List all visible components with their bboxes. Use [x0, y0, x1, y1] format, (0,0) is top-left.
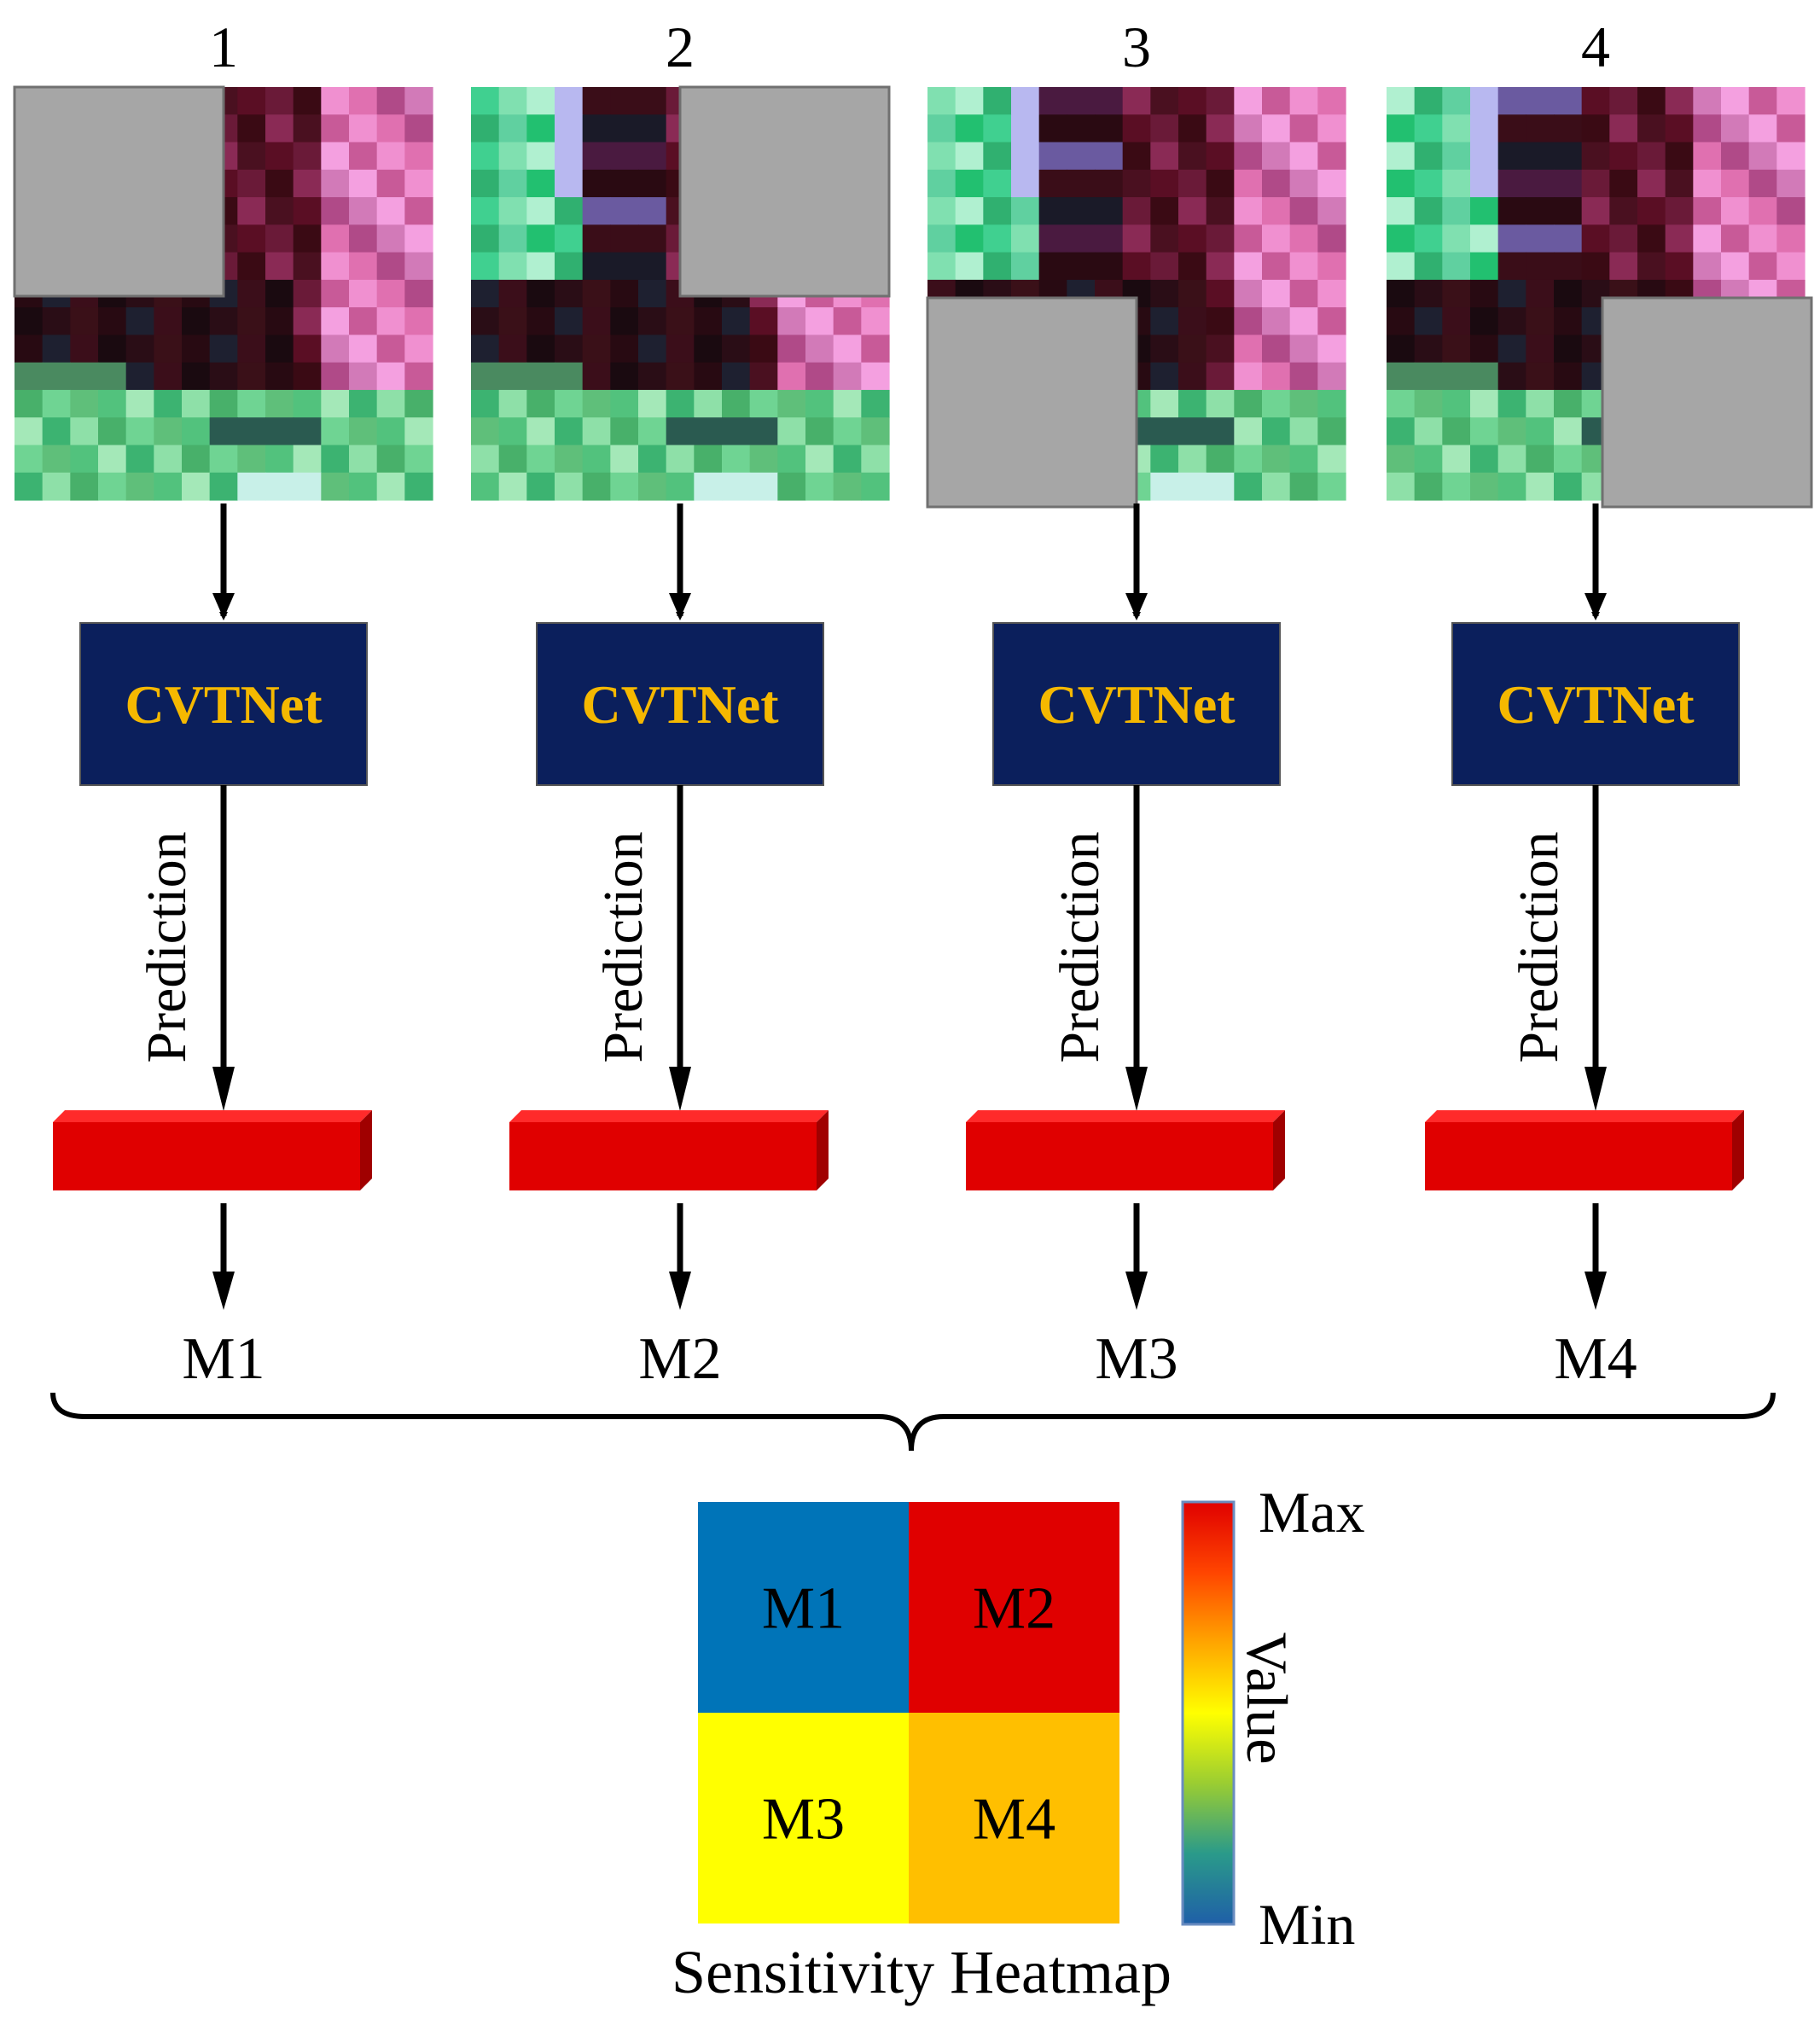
colorbar-min-label: Min	[1259, 1892, 1355, 1957]
occlusion-mask	[13, 85, 225, 298]
arrowhead-to-label	[1585, 1272, 1607, 1310]
panel-4: 4 CVTNet Prediction M4	[1387, 15, 1813, 1392]
output-bar-side	[817, 1110, 829, 1190]
output-bar	[53, 1122, 360, 1190]
colorbar: Max Min Value	[1181, 1480, 1365, 1957]
network-box	[79, 622, 368, 786]
occlusion-mask	[678, 85, 891, 298]
arrowhead-to-label	[669, 1272, 691, 1310]
prediction-label: Prediction	[592, 831, 654, 1062]
output-bar-side	[360, 1110, 372, 1190]
heatmap-cell-label: M4	[973, 1787, 1055, 1853]
output-bar	[509, 1122, 817, 1190]
arrowhead-to-network	[212, 593, 235, 619]
occlusion-mask	[1601, 296, 1813, 509]
prediction-label: Prediction	[1049, 831, 1111, 1062]
output-bar	[1425, 1122, 1732, 1190]
network-box	[1451, 622, 1740, 786]
output-bar	[966, 1122, 1273, 1190]
output-label: M4	[1554, 1326, 1637, 1392]
colorbar-axis-label: Value	[1235, 1633, 1300, 1765]
brace	[50, 1392, 1776, 1452]
input-image-tile	[1387, 87, 1805, 501]
arrowhead-to-label	[1125, 1272, 1148, 1310]
panel-index-label: 2	[666, 15, 695, 79]
arrowhead-to-network	[669, 593, 691, 619]
panel-index-label: 4	[1581, 15, 1610, 79]
colorbar-gradient	[1181, 1500, 1236, 1926]
arrowhead-to-output	[669, 1067, 691, 1111]
arrowhead-to-label	[212, 1272, 235, 1310]
heatmap-cell-m4	[909, 1713, 1119, 1924]
output-label: M2	[638, 1326, 721, 1392]
output-label: M3	[1095, 1326, 1177, 1392]
heatmap-cell-label: M1	[762, 1576, 845, 1642]
arrowhead-to-network	[1125, 593, 1148, 619]
occlusion-mask	[926, 296, 1138, 509]
arrowhead-to-output	[212, 1067, 235, 1111]
sensitivity-heatmap: M1 M2 M3 M4	[698, 1502, 1119, 1924]
network-label: CVTNet	[1497, 674, 1695, 735]
panel-3: 3 CVTNet Prediction M3	[926, 15, 1346, 1392]
panel-index-label: 3	[1122, 15, 1151, 79]
panel-index-label: 1	[209, 15, 238, 79]
output-bar-top	[1425, 1110, 1744, 1122]
panel-1: 1 CVTNet Prediction M1	[13, 15, 433, 1392]
network-label: CVTNet	[125, 674, 323, 735]
panels-group: 1 CVTNet Prediction M1 2 CVTNet Prediction M2 3 C…	[13, 15, 1813, 1392]
output-bar-side	[1273, 1110, 1285, 1190]
output-label: M1	[182, 1326, 265, 1392]
arrowhead-to-network	[1585, 593, 1607, 619]
network-label: CVTNet	[1038, 674, 1236, 735]
prediction-label: Prediction	[1508, 831, 1570, 1062]
network-box	[992, 622, 1281, 786]
heatmap-cell-label: M3	[762, 1787, 845, 1853]
arrowhead-to-output	[1585, 1067, 1607, 1111]
output-bar-top	[53, 1110, 372, 1122]
input-image-tile	[471, 87, 890, 501]
colorbar-max-label: Max	[1259, 1480, 1365, 1545]
heatmap-cell-m3	[698, 1713, 909, 1924]
heatmap-title: Sensitivity Heatmap	[672, 1938, 1172, 2006]
output-bar-side	[1732, 1110, 1744, 1190]
heatmap-cell-label: M2	[973, 1576, 1055, 1642]
panel-2: 2 CVTNet Prediction M2	[471, 15, 891, 1392]
arrowhead-to-output	[1125, 1067, 1148, 1111]
prediction-label: Prediction	[136, 831, 198, 1062]
heatmap-cell-m2	[909, 1502, 1119, 1713]
output-bar-top	[966, 1110, 1285, 1122]
curly-brace	[50, 1392, 1776, 1452]
heatmap-cell-m1	[698, 1502, 909, 1713]
output-bar-top	[509, 1110, 829, 1122]
network-label: CVTNet	[581, 674, 779, 735]
